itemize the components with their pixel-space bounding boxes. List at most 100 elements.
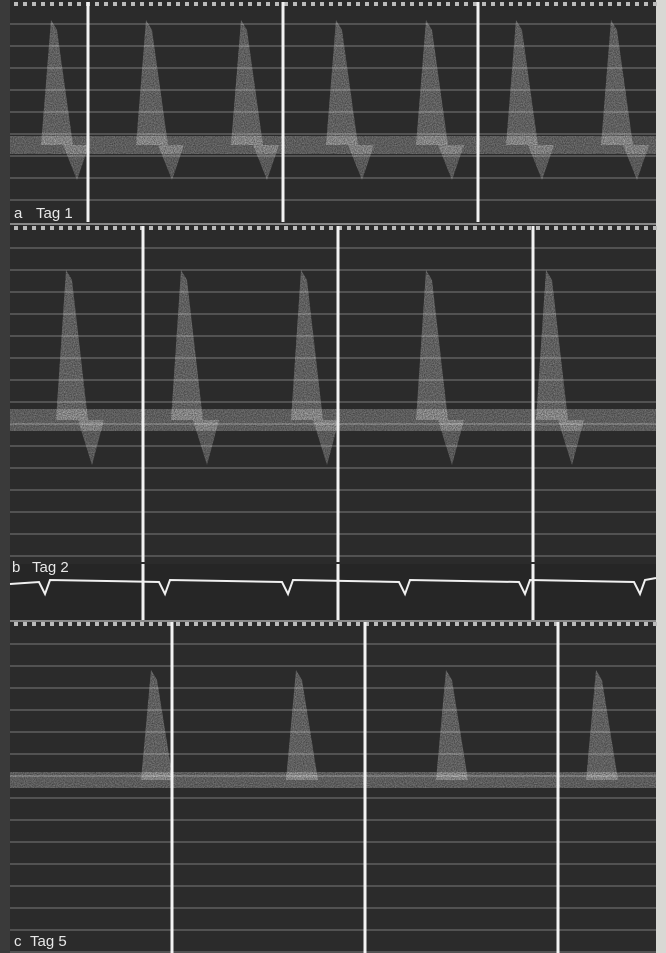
scale-tick xyxy=(77,226,81,230)
scale-tick xyxy=(545,226,549,230)
scale-tick xyxy=(392,226,396,230)
scale-tick xyxy=(41,2,45,6)
scale-tick xyxy=(581,622,585,626)
scale-tick xyxy=(230,226,234,230)
scale-tick xyxy=(437,2,441,6)
scale-tick xyxy=(554,226,558,230)
scale-tick xyxy=(374,226,378,230)
scale-tick xyxy=(347,622,351,626)
scale-tick xyxy=(23,622,27,626)
scale-tick xyxy=(509,622,513,626)
scale-tick xyxy=(329,226,333,230)
scale-tick xyxy=(77,2,81,6)
scale-tick xyxy=(482,622,486,626)
scale-tick xyxy=(644,226,648,230)
scale-tick xyxy=(23,2,27,6)
scale-tick xyxy=(221,226,225,230)
scale-tick xyxy=(86,226,90,230)
scale-tick xyxy=(446,2,450,6)
scale-tick xyxy=(590,622,594,626)
scale-tick xyxy=(131,226,135,230)
scale-tick xyxy=(608,622,612,626)
scale-tick xyxy=(248,2,252,6)
scale-tick xyxy=(491,2,495,6)
scale-tick xyxy=(401,226,405,230)
scale-tick xyxy=(95,226,99,230)
scale-tick xyxy=(275,226,279,230)
scale-tick xyxy=(563,622,567,626)
scale-tick xyxy=(554,2,558,6)
scale-tick xyxy=(185,226,189,230)
scale-tick xyxy=(545,2,549,6)
scale-tick xyxy=(536,226,540,230)
scale-tick xyxy=(176,2,180,6)
scale-tick xyxy=(383,2,387,6)
scale-tick xyxy=(608,2,612,6)
scale-tick xyxy=(284,226,288,230)
doppler-scan: a Tag 1 b Tag 2 c Tag 5 xyxy=(0,0,666,953)
scale-tick xyxy=(410,622,414,626)
scale-tick xyxy=(473,622,477,626)
scale-tick xyxy=(428,622,432,626)
scale-tick xyxy=(626,2,630,6)
scale-tick xyxy=(644,622,648,626)
scale-tick xyxy=(50,2,54,6)
scale-tick xyxy=(410,2,414,6)
scale-tick xyxy=(149,226,153,230)
scale-tick xyxy=(590,226,594,230)
scale-tick xyxy=(653,622,657,626)
scale-tick xyxy=(203,226,207,230)
scale-tick xyxy=(635,622,639,626)
scale-tick xyxy=(302,2,306,6)
scale-tick xyxy=(266,2,270,6)
scale-tick xyxy=(239,2,243,6)
scale-tick xyxy=(41,226,45,230)
scale-tick xyxy=(77,622,81,626)
scale-tick xyxy=(536,622,540,626)
scale-tick xyxy=(122,2,126,6)
scale-tick xyxy=(383,622,387,626)
scale-tick xyxy=(275,2,279,6)
scale-tick xyxy=(482,2,486,6)
scale-tick xyxy=(50,622,54,626)
scale-tick xyxy=(500,622,504,626)
scale-tick xyxy=(32,226,36,230)
scale-tick xyxy=(176,622,180,626)
scale-tick xyxy=(248,226,252,230)
scale-tick xyxy=(509,226,513,230)
scale-tick xyxy=(572,622,576,626)
scale-tick xyxy=(221,622,225,626)
scale-tick xyxy=(68,622,72,626)
scale-tick xyxy=(455,622,459,626)
scale-tick xyxy=(140,622,144,626)
scale-tick xyxy=(212,622,216,626)
scale-tick xyxy=(473,226,477,230)
scale-tick xyxy=(104,226,108,230)
scale-tick xyxy=(266,226,270,230)
scale-tick xyxy=(95,622,99,626)
scale-tick xyxy=(500,226,504,230)
film-edge xyxy=(0,0,10,953)
scale-tick xyxy=(599,226,603,230)
scale-tick xyxy=(320,622,324,626)
scale-tick xyxy=(509,2,513,6)
scale-tick xyxy=(275,622,279,626)
scale-tick xyxy=(428,2,432,6)
scale-tick xyxy=(311,226,315,230)
scale-tick xyxy=(32,2,36,6)
scale-tick xyxy=(311,622,315,626)
scale-tick xyxy=(590,2,594,6)
scale-tick xyxy=(518,622,522,626)
scale-tick xyxy=(212,226,216,230)
scale-tick xyxy=(104,622,108,626)
scale-tick xyxy=(113,622,117,626)
scale-tick xyxy=(194,226,198,230)
scale-tick xyxy=(14,2,18,6)
scale-tick xyxy=(455,226,459,230)
scale-tick xyxy=(230,2,234,6)
scale-tick xyxy=(59,2,63,6)
scale-tick xyxy=(149,622,153,626)
scale-tick xyxy=(617,226,621,230)
scale-tick xyxy=(284,622,288,626)
scale-tick xyxy=(356,226,360,230)
